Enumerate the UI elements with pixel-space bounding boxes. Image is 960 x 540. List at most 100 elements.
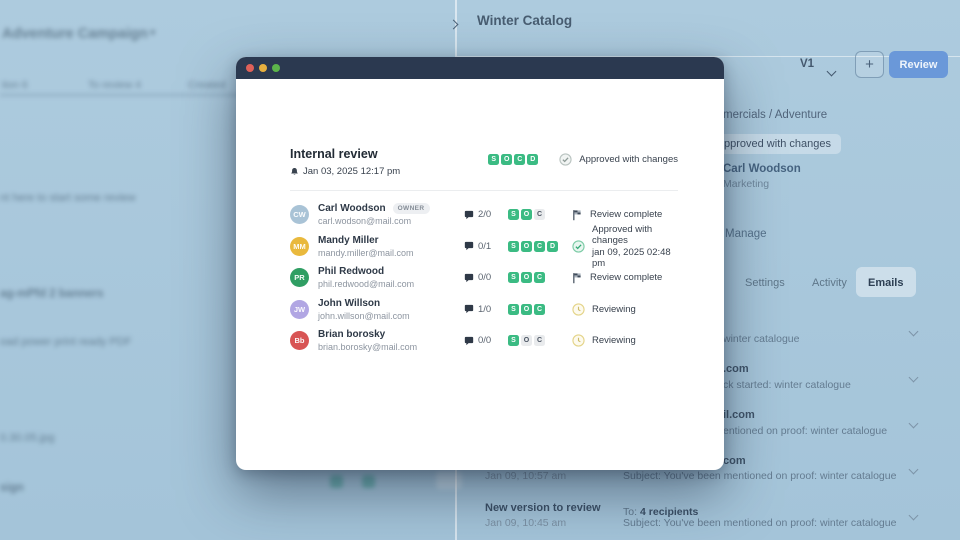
reviewer-email: brian.borosky@mail.com bbox=[318, 342, 418, 353]
email-subject: entioned on proof: winter catalogue bbox=[723, 425, 888, 437]
email-row-chevron-down-icon[interactable] bbox=[908, 322, 919, 340]
collapse-chevron-icon[interactable] bbox=[448, 15, 459, 33]
status-text: Review complete bbox=[590, 272, 663, 284]
comment-count-group: 1/0 bbox=[464, 304, 508, 315]
stage-badge-o: O bbox=[501, 154, 513, 165]
modal-titlebar bbox=[236, 57, 724, 79]
reviewer-identity: Brian borosky brian.borosky@mail.com bbox=[318, 329, 464, 352]
tabs-underline bbox=[0, 94, 455, 96]
version-selector[interactable]: V1 bbox=[800, 58, 815, 70]
tab-settings[interactable]: Settings bbox=[745, 277, 785, 289]
review-title: Internal review bbox=[290, 147, 378, 161]
check-circle-icon bbox=[559, 153, 572, 166]
email-timestamp: Jan 09, 10:57 am bbox=[485, 470, 567, 482]
stage-badge-s: S bbox=[508, 335, 519, 347]
reviewer-row: Bb Brian borosky brian.borosky@mail.com … bbox=[290, 325, 678, 357]
comment-count: 2/0 bbox=[478, 209, 492, 221]
email-subject: winter catalogue bbox=[723, 333, 800, 345]
email-subject: Subject: You've been mentioned on proof:… bbox=[623, 517, 897, 529]
comment-icon bbox=[464, 304, 474, 314]
reviewer-row: CW Carl Woodson OWNER carl.wodson@mail.co… bbox=[290, 199, 678, 231]
comment-count-group: 0/1 bbox=[464, 241, 508, 252]
reviewer-row: MM Mandy Miller mandy.miller@mail.com 0/… bbox=[290, 224, 678, 269]
comment-count: 0/0 bbox=[478, 272, 492, 284]
stage-badge-s: S bbox=[508, 209, 519, 221]
review-date-text: Jan 03, 2025 12:17 pm bbox=[303, 166, 401, 177]
maximize-icon[interactable] bbox=[272, 64, 280, 72]
reviewer-name: Brian borosky bbox=[318, 329, 386, 341]
version-chevron-down-icon[interactable] bbox=[826, 62, 837, 80]
tab-activity[interactable]: Activity bbox=[812, 277, 847, 289]
comment-count-group: 2/0 bbox=[464, 209, 508, 220]
reviewer-name: John Willson bbox=[318, 297, 381, 309]
hint-text: nt here to start some review bbox=[0, 192, 136, 204]
email-sender: com bbox=[723, 455, 746, 467]
avatar: PR bbox=[290, 268, 309, 288]
comment-count-group: 0/0 bbox=[464, 335, 508, 346]
left-tab-2[interactable]: To review 4 bbox=[88, 79, 142, 91]
reviewer-email: carl.wodson@mail.com bbox=[318, 216, 412, 227]
manage-link[interactable]: ) Manage bbox=[718, 228, 767, 240]
reviewer-status: Review complete bbox=[572, 209, 662, 221]
stage-badge-o: O bbox=[521, 272, 532, 284]
to-value: 4 recipients bbox=[640, 506, 699, 518]
stage-chip bbox=[330, 475, 343, 488]
file-item-banners[interactable]: ag-mPfd 2 banners bbox=[0, 288, 104, 300]
minimize-icon[interactable] bbox=[259, 64, 267, 72]
tab-emails[interactable]: Emails bbox=[868, 277, 904, 289]
avatar: JW bbox=[290, 299, 309, 319]
email-title: New version to review bbox=[485, 502, 601, 514]
status-icon bbox=[572, 303, 585, 316]
stage-badge-c: C bbox=[534, 272, 545, 284]
status-icon bbox=[572, 272, 583, 284]
comment-count: 0/0 bbox=[478, 335, 492, 347]
add-version-button[interactable]: + bbox=[855, 51, 884, 78]
review-button[interactable]: Review bbox=[889, 51, 948, 78]
stage-badge-c: C bbox=[514, 154, 526, 165]
stage-badge-c: C bbox=[534, 240, 545, 252]
close-icon[interactable] bbox=[246, 64, 254, 72]
avatar: Bb bbox=[290, 331, 309, 351]
stage-badge-o: O bbox=[521, 303, 532, 315]
reviewer-row: PR Phil Redwood phil.redwood@mail.com 0/… bbox=[290, 262, 678, 294]
left-tab-3[interactable]: Created bbox=[188, 79, 226, 91]
stage-badge-d: D bbox=[547, 240, 558, 252]
comment-count: 0/1 bbox=[478, 240, 492, 252]
status-text: Review complete bbox=[590, 209, 663, 221]
status-text: Reviewing bbox=[592, 303, 636, 315]
stage-badge-s: S bbox=[508, 272, 519, 284]
small-button[interactable] bbox=[436, 471, 462, 489]
email-row-chevron-down-icon[interactable] bbox=[908, 460, 919, 478]
email-recipients: To: 4 recipients bbox=[623, 502, 698, 520]
avatar: MM bbox=[290, 236, 309, 256]
owner-badge: OWNER bbox=[392, 203, 430, 215]
file-item-image[interactable]: 0.30.05.jpg bbox=[0, 432, 55, 444]
comment-icon bbox=[464, 210, 474, 220]
reviewer-name: Carl Woodson bbox=[318, 203, 386, 215]
email-row-chevron-down-icon[interactable] bbox=[908, 506, 919, 524]
reviewer-identity: Phil Redwood phil.redwood@mail.com bbox=[318, 266, 464, 289]
stage-badge-s: S bbox=[488, 154, 500, 165]
avatar: CW bbox=[290, 205, 309, 225]
email-row-chevron-down-icon[interactable] bbox=[908, 414, 919, 432]
status-text: Approved with changes bbox=[592, 223, 653, 246]
left-tab-1[interactable]: tion 6 bbox=[2, 79, 28, 91]
reviewer-email: mandy.miller@mail.com bbox=[318, 247, 414, 258]
stage-badge-s: S bbox=[508, 303, 519, 315]
comment-icon bbox=[464, 336, 474, 346]
campaign-title[interactable]: Adventure Campaign bbox=[2, 26, 148, 42]
stage-badge-c: C bbox=[534, 209, 545, 221]
status-icon bbox=[572, 334, 585, 347]
email-row-chevron-down-icon[interactable] bbox=[908, 368, 919, 386]
file-item-design[interactable]: sign bbox=[0, 482, 24, 494]
caret-down-icon[interactable]: ▾ bbox=[150, 27, 156, 39]
file-item-pdf[interactable]: oad power print ready PDF bbox=[0, 336, 132, 348]
stage-badge-c: C bbox=[534, 335, 545, 347]
page-title: Winter Catalog bbox=[477, 13, 573, 28]
reviewer-name: Phil Redwood bbox=[318, 266, 385, 278]
stage-badge-c: C bbox=[534, 303, 545, 315]
